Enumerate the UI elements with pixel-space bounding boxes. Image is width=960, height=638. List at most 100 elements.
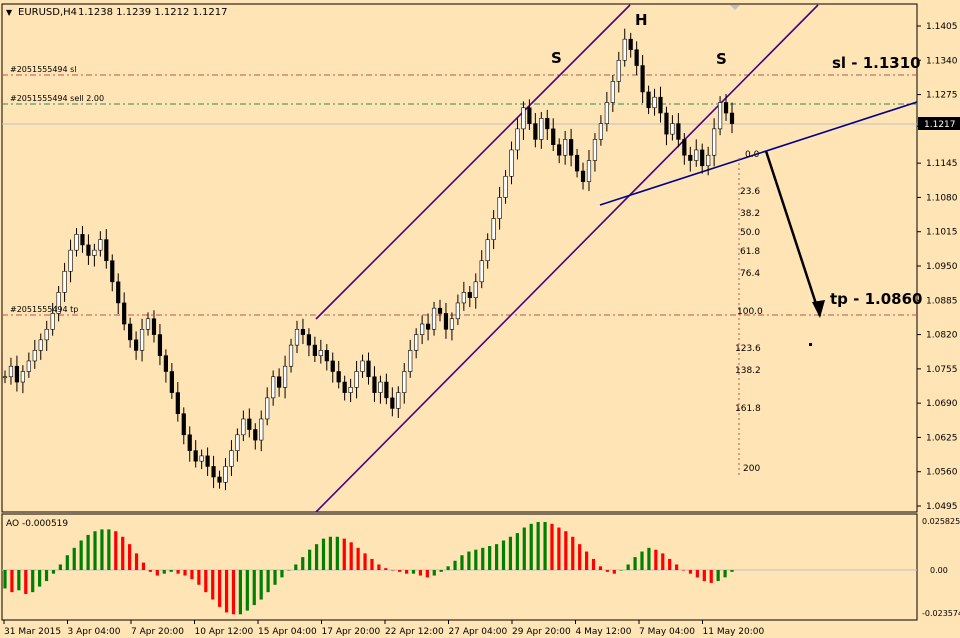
ao-bar <box>245 570 249 611</box>
sell-order-label: #2051555494 sell 2.00 <box>10 94 104 103</box>
ao-bar <box>439 570 443 572</box>
candle-body <box>461 292 466 304</box>
ao-bar <box>591 558 596 570</box>
ao-bar <box>24 570 28 594</box>
fib-level: 38.2 <box>740 209 760 219</box>
candle-body <box>8 365 14 378</box>
ao-bar <box>162 570 166 574</box>
fib-level: 100.0 <box>737 307 763 317</box>
candle-body <box>2 376 8 379</box>
candle-body <box>586 160 592 182</box>
candle-body <box>241 418 246 436</box>
candle-body <box>151 318 157 335</box>
candle-body <box>497 197 502 219</box>
ao-bar <box>31 570 35 593</box>
projection-arrow[interactable] <box>764 150 822 317</box>
candle-body <box>634 49 639 66</box>
candle-body <box>723 102 729 114</box>
time-tick-label: 27 Apr 04:00 <box>449 627 508 637</box>
candle-body <box>62 270 67 293</box>
candle-body <box>217 476 222 483</box>
ao-bar <box>536 522 540 570</box>
candle-body <box>68 249 73 272</box>
time-tick-label: 17 Apr 20:00 <box>322 627 381 637</box>
price-tick-label: 1.0625 <box>926 433 958 443</box>
ao-bar <box>58 564 62 570</box>
ao-bar <box>287 570 291 571</box>
time-tick-label: 15 Apr 04:00 <box>258 627 317 637</box>
sl-order-label: #2051555494 sl <box>10 65 77 74</box>
ao-bar <box>363 553 367 570</box>
candle-body <box>396 392 401 409</box>
candle-body <box>658 96 663 114</box>
channel-upper-line[interactable] <box>315 4 631 320</box>
candle-body <box>253 429 258 441</box>
candle-body <box>425 323 431 330</box>
ao-bar <box>709 570 713 583</box>
candle-body <box>610 81 615 103</box>
candle-body <box>128 323 133 341</box>
ao-bar <box>654 549 658 570</box>
ao-bar <box>564 531 568 570</box>
marker-dot <box>809 343 812 346</box>
ao-bar <box>273 570 277 585</box>
candle-body <box>163 355 168 372</box>
candle-body <box>580 170 586 182</box>
chart-menu-icon[interactable]: ▼ <box>6 8 13 17</box>
candle-body <box>664 112 669 135</box>
right-shoulder-label: S <box>716 50 727 68</box>
candle-body <box>569 139 574 156</box>
head-label: H <box>635 11 648 29</box>
candle-body <box>223 466 228 483</box>
ao-bar <box>72 547 76 570</box>
price-tick-label: 1.1340 <box>926 56 958 66</box>
ao-bar <box>218 570 222 607</box>
candle-body <box>533 123 538 140</box>
ao-bar <box>259 570 263 600</box>
ao-axis-top: 0.025825 <box>922 517 960 526</box>
ao-bar <box>190 570 194 580</box>
ao-bar <box>619 570 623 571</box>
candle-body <box>157 334 163 356</box>
candle-body <box>682 139 687 156</box>
price-tick-label: 1.0820 <box>926 331 958 341</box>
candle-body <box>729 112 735 124</box>
candle-body <box>247 418 252 430</box>
candle-body <box>539 118 544 140</box>
candle-body <box>372 376 377 393</box>
candle-body <box>300 328 306 335</box>
ao-bar <box>211 570 215 600</box>
current-price-label: 1.1217 <box>924 120 956 130</box>
ao-bar <box>183 570 187 576</box>
candlestick-series[interactable] <box>2 28 735 491</box>
arrow-head-icon <box>812 300 825 318</box>
fib-level: 138.2 <box>735 366 761 376</box>
ao-bar <box>224 570 229 613</box>
ao-bar <box>335 536 339 570</box>
ao-bar <box>543 522 547 570</box>
ao-bar <box>529 523 533 570</box>
candle-body <box>402 371 407 393</box>
candle-body <box>104 239 109 262</box>
channel-lower-line[interactable] <box>315 4 819 513</box>
ao-bar <box>460 555 464 570</box>
candle-body <box>706 154 711 167</box>
ao-bar <box>411 570 416 574</box>
awesome-oscillator-histogram[interactable] <box>3 522 734 615</box>
candle-body <box>26 360 31 372</box>
price-tick-label: 1.1405 <box>926 22 958 32</box>
candle-body <box>491 218 496 240</box>
ao-bar <box>501 540 506 570</box>
candle-body <box>205 455 210 467</box>
time-tick-label: 29 Apr 20:00 <box>512 627 571 637</box>
neckline-trendline[interactable] <box>599 101 918 206</box>
indicator-plot-frame <box>1 513 918 621</box>
candle-body <box>670 123 675 135</box>
chart-shift-icon[interactable] <box>730 5 740 10</box>
fib-level: 161.8 <box>735 404 761 414</box>
fib-level: 50.0 <box>740 228 760 238</box>
ao-bar <box>370 558 374 570</box>
candle-body <box>384 381 389 399</box>
